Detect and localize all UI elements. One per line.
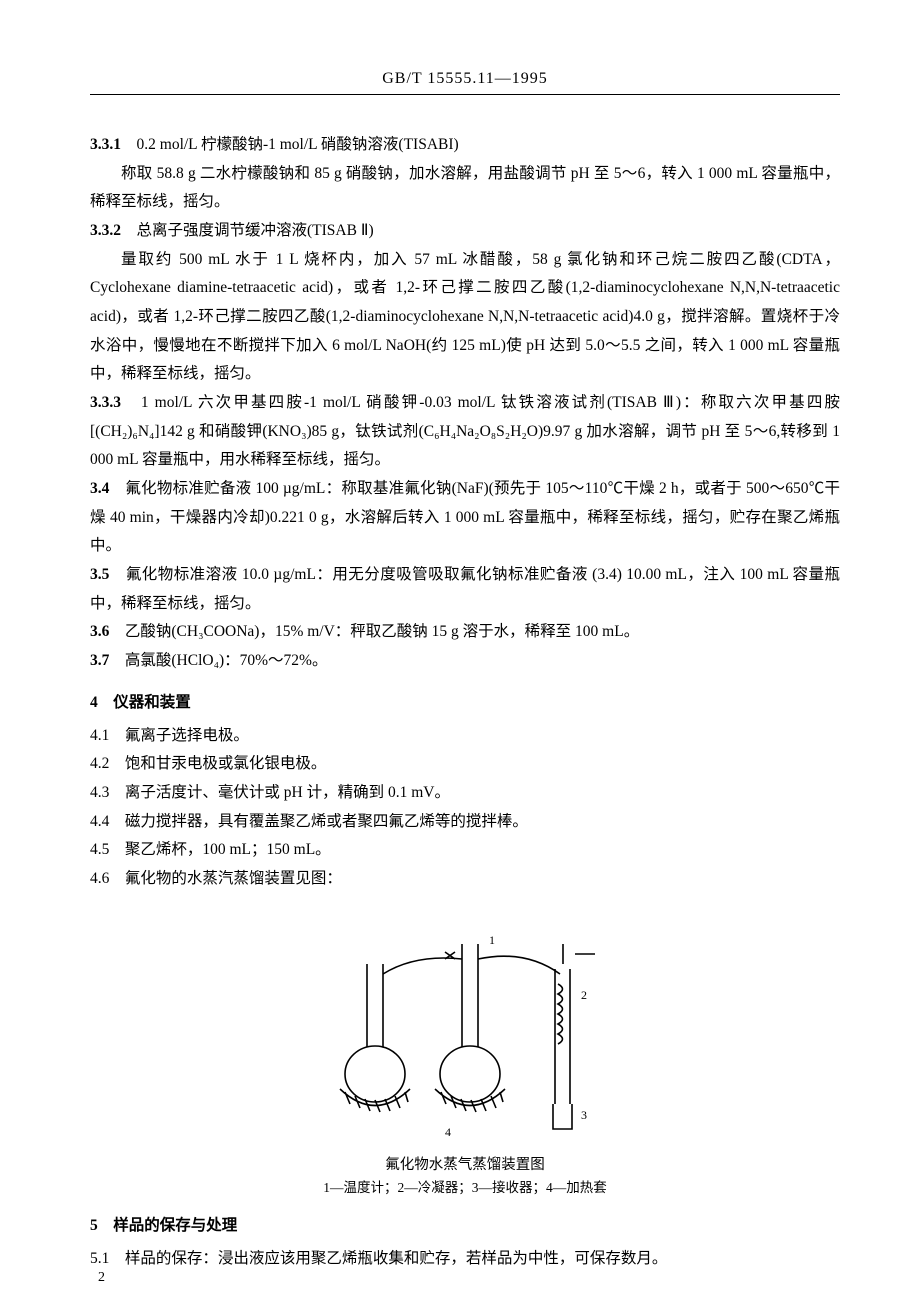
body-3-5: 氟化物标准溶液 10.0 µg/mL：用无分度吸管吸取氟化钠标准贮备液 (3.4… xyxy=(90,566,840,612)
section-3-3-3: 3.3.3 1 mol/L 六次甲基四胺-1 mol/L 硝酸钾-0.03 mo… xyxy=(90,389,840,475)
num-3-7: 3.7 xyxy=(90,652,109,669)
figure-caption: 氟化物水蒸气蒸馏装置图 xyxy=(90,1153,840,1178)
body-3-6: 乙酸钠(CH₃COONa)，15% m/V：秤取乙酸钠 15 g 溶于水，稀释至… xyxy=(125,623,639,640)
section-4-2: 4.2 饱和甘汞电极或氯化银电极。 xyxy=(90,750,840,779)
body-3-3-1: 称取 58.8 g 二水柠檬酸钠和 85 g 硝酸钠，加水溶解，用盐酸调节 pH… xyxy=(90,160,840,217)
body-3-7: 高氯酸(HClO₄)：70%～72%。 xyxy=(125,652,328,669)
section-4-5: 4.5 聚乙烯杯，100 mL；150 mL。 xyxy=(90,836,840,865)
distillation-figure: 1 4 2 3 xyxy=(90,904,840,1199)
page-header: GB/T 15555.11—1995 xyxy=(90,70,840,95)
svg-text:2: 2 xyxy=(581,988,587,1002)
num-3-4: 3.4 xyxy=(90,480,109,497)
heading-5: 5 样品的保存与处理 xyxy=(90,1213,840,1235)
section-3-4: 3.4 氟化物标准贮备液 100 µg/mL：称取基准氟化钠(NaF)(预先于 … xyxy=(90,475,840,561)
page-number: 2 xyxy=(98,1270,105,1286)
svg-text:3: 3 xyxy=(581,1108,587,1122)
section-3-5: 3.5 氟化物标准溶液 10.0 µg/mL：用无分度吸管吸取氟化钠标准贮备液 … xyxy=(90,561,840,618)
section-3-6: 3.6 乙酸钠(CH₃COONa)，15% m/V：秤取乙酸钠 15 g 溶于水… xyxy=(90,618,840,647)
section-4-1: 4.1 氟离子选择电极。 xyxy=(90,722,840,751)
section-3-7: 3.7 高氯酸(HClO₄)：70%～72%。 xyxy=(90,647,840,676)
section-4-6: 4.6 氟化物的水蒸汽蒸馏装置见图： xyxy=(90,865,840,894)
body-3-3-3: 1 mol/L 六次甲基四胺-1 mol/L 硝酸钾-0.03 mol/L 钛铁… xyxy=(90,394,840,468)
title-3-3-1: 0.2 mol/L 柠檬酸钠-1 mol/L 硝酸钠溶液(TISABI) xyxy=(137,136,459,153)
section-3-3-1-head: 3.3.1 0.2 mol/L 柠檬酸钠-1 mol/L 硝酸钠溶液(TISAB… xyxy=(90,131,840,160)
document-page: GB/T 15555.11—1995 3.3.1 0.2 mol/L 柠檬酸钠-… xyxy=(0,0,920,1314)
body-3-4: 氟化物标准贮备液 100 µg/mL：称取基准氟化钠(NaF)(预先于 105～… xyxy=(90,480,840,554)
section-5-1: 5.1 样品的保存：浸出液应该用聚乙烯瓶收集和贮存，若样品为中性，可保存数月。 xyxy=(90,1245,840,1274)
num-3-6: 3.6 xyxy=(90,623,109,640)
body-3-3-2: 量取约 500 mL 水于 1 L 烧杯内，加入 57 mL 冰醋酸，58 g … xyxy=(90,246,840,389)
section-4-4: 4.4 磁力搅拌器，具有覆盖聚乙烯或者聚四氟乙烯等的搅拌棒。 xyxy=(90,808,840,837)
heading-4: 4 仪器和装置 xyxy=(90,690,840,712)
title-3-3-2: 总离子强度调节缓冲溶液(TISAB Ⅱ) xyxy=(137,222,374,239)
section-3-3-2-head: 3.3.2 总离子强度调节缓冲溶液(TISAB Ⅱ) xyxy=(90,217,840,246)
section-4-3: 4.3 离子活度计、毫伏计或 pH 计，精确到 0.1 mV。 xyxy=(90,779,840,808)
num-3-3-3: 3.3.3 xyxy=(90,394,121,411)
distillation-apparatus-icon: 1 4 2 3 xyxy=(295,904,635,1144)
svg-text:4: 4 xyxy=(445,1125,451,1139)
num-3-5: 3.5 xyxy=(90,566,109,583)
svg-text:1: 1 xyxy=(489,933,495,947)
num-3-3-2: 3.3.2 xyxy=(90,222,121,239)
num-3-3-1: 3.3.1 xyxy=(90,136,121,153)
figure-legend: 1—温度计；2—冷凝器；3—接收器；4—加热套 xyxy=(90,1177,840,1199)
